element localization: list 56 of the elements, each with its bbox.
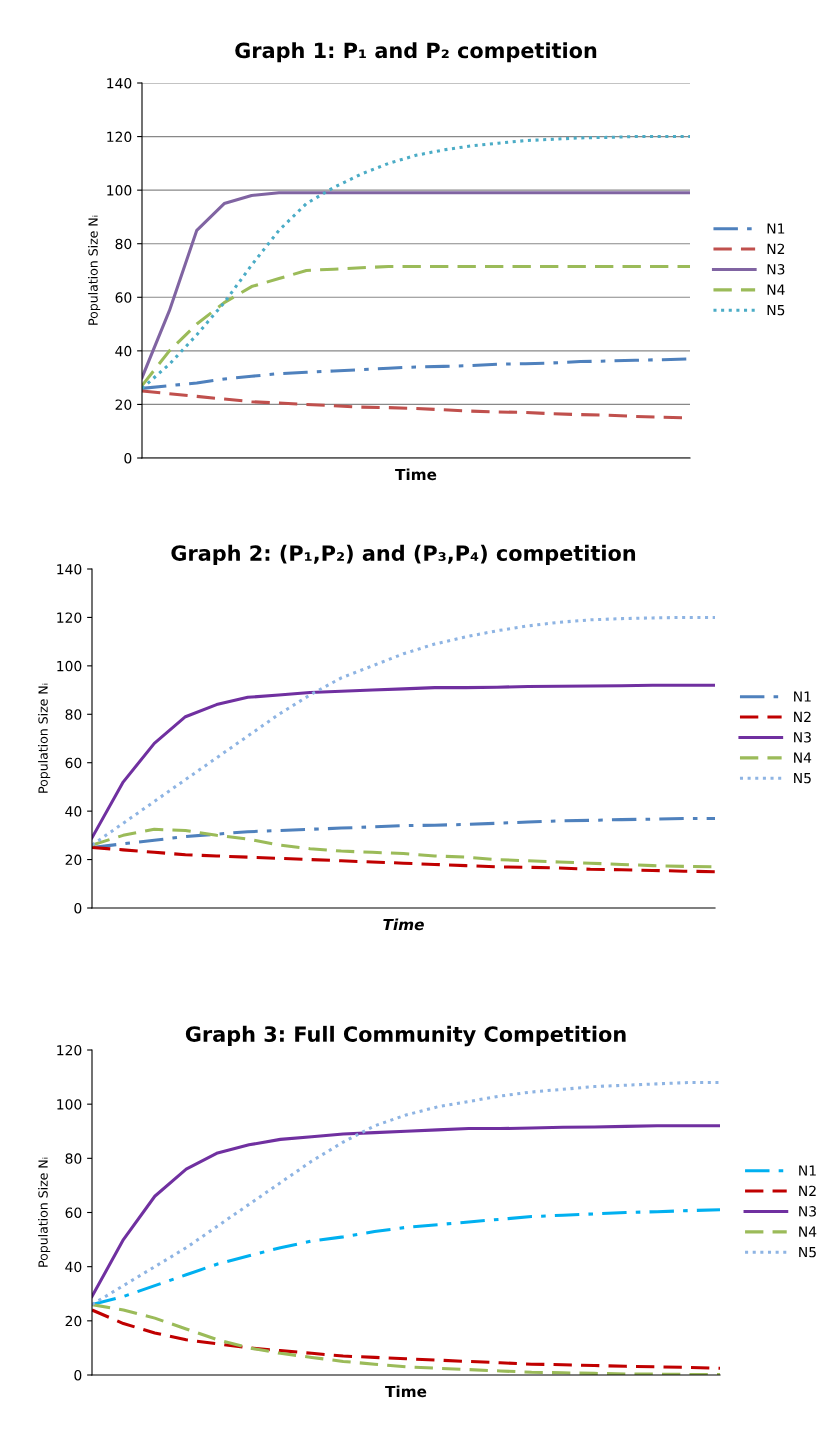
line-series (92, 1208, 720, 1307)
legend-label: N3 (794, 732, 811, 743)
y-tick-label: 20 (65, 1315, 82, 1327)
line-series (142, 135, 690, 390)
legend-label: N5 (767, 304, 785, 316)
y-tick-label: 140 (107, 77, 132, 89)
x-axis-title: Time (395, 468, 437, 481)
line-series (142, 191, 690, 380)
line-series (92, 615, 715, 847)
legend-label: N2 (799, 1185, 816, 1196)
y-tick-label: 100 (57, 1099, 82, 1110)
y-tick-label: 60 (65, 1207, 82, 1218)
line-series (92, 845, 715, 874)
line-series (92, 683, 715, 840)
y-axis-title: Population Size Nᵢ (38, 1157, 51, 1267)
y-tick-label: 40 (115, 345, 132, 357)
y-tick-label: 0 (124, 452, 132, 464)
x-axis-title: Time (385, 1385, 427, 1398)
line-series (92, 1124, 720, 1298)
x-axis-title: Time (383, 918, 424, 931)
legend-label: N5 (794, 772, 811, 784)
y-tick-label: 80 (115, 238, 132, 250)
y-axis-title: Population Size Nᵢ (88, 215, 101, 325)
y-tick-label: 80 (65, 1153, 82, 1164)
y-tick-label: 120 (57, 612, 82, 623)
legend-label: N3 (767, 264, 785, 275)
y-tick-label: 40 (65, 806, 82, 817)
chart-title: Graph 3: Full Community Competition (185, 1025, 626, 1047)
legend-label: N1 (767, 223, 785, 234)
y-tick-label: 80 (65, 709, 82, 720)
y-tick-label: 60 (115, 292, 132, 303)
legend-label: N1 (799, 1165, 816, 1176)
y-axis-title: Population Size Nᵢ (38, 683, 51, 793)
legend-label: N5 (799, 1246, 816, 1258)
chart-title: Graph 2: (P₁,P₂) and (P₃,P₄) competition (171, 544, 636, 565)
y-tick-label: 120 (107, 131, 132, 143)
y-tick-label: 100 (57, 660, 82, 672)
y-tick-label: 100 (107, 185, 132, 196)
y-tick-label: 0 (74, 902, 82, 914)
y-tick-label: 40 (65, 1261, 82, 1273)
legend-label: N2 (794, 711, 811, 722)
legend-label: N4 (767, 284, 785, 295)
chart-title: Graph 1: P₁ and P₂ competition (235, 42, 597, 63)
legend-label: N3 (799, 1206, 816, 1217)
y-tick-label: 140 (57, 563, 82, 575)
legend-label: N2 (767, 243, 785, 254)
y-tick-label: 20 (65, 854, 82, 866)
y-tick-label: 0 (74, 1369, 82, 1381)
legend-label: N4 (794, 752, 812, 763)
y-tick-label: 20 (115, 399, 132, 410)
line-series (142, 264, 690, 388)
line-series (92, 1080, 720, 1307)
legend-label: N4 (799, 1226, 817, 1237)
y-tick-label: 120 (57, 1044, 82, 1056)
y-tick-label: 60 (65, 757, 82, 769)
legend-label: N1 (794, 691, 811, 702)
